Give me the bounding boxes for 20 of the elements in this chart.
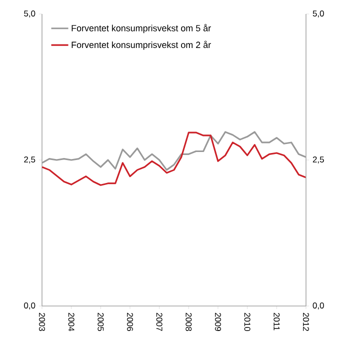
x-tick-label: 2007 xyxy=(156,312,162,331)
y2-tick-label: 0,0 xyxy=(312,302,324,310)
legend-label: Forventet konsumprisvekst om 5 år xyxy=(72,24,211,34)
x-tick-label: 2008 xyxy=(186,312,192,331)
x-tick-label: 2012 xyxy=(303,312,309,331)
y2-tick-label: 5,0 xyxy=(312,10,324,18)
y-tick-label: 0,0 xyxy=(24,302,36,310)
line-series xyxy=(42,132,306,186)
x-tick-label: 2006 xyxy=(127,312,133,331)
x-tick-label: 2011 xyxy=(274,312,280,330)
x-tick-label: 2010 xyxy=(244,312,250,332)
x-tick-label: 2003 xyxy=(39,312,45,331)
y-tick-label: 2,5 xyxy=(24,156,36,164)
x-tick-label: 2004 xyxy=(68,312,74,332)
y-tick-label: 5,0 xyxy=(24,10,36,18)
x-tick-label: 2009 xyxy=(215,312,221,331)
line-series xyxy=(42,131,306,171)
y2-tick-label: 2,5 xyxy=(312,156,324,164)
x-tick-label: 2005 xyxy=(98,312,104,331)
legend-label: Forventet konsumprisvekst om 2 år xyxy=(72,40,211,50)
